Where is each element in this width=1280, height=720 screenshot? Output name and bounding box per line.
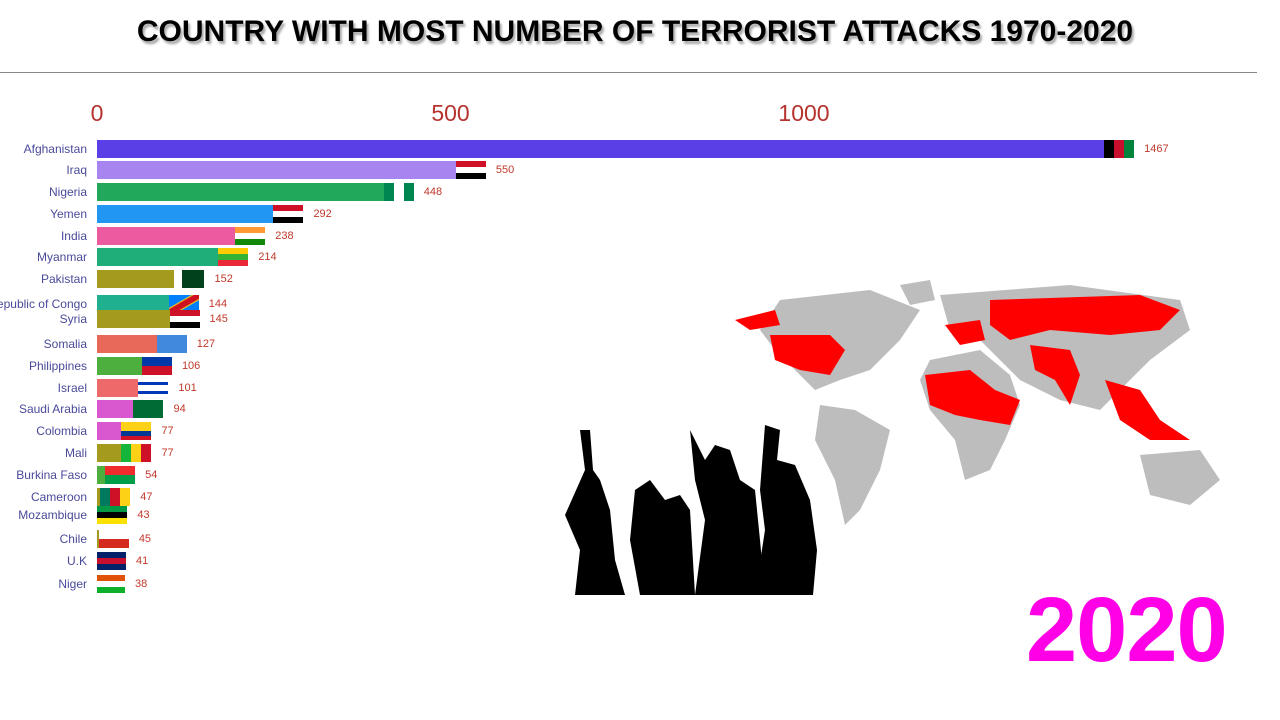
bar bbox=[97, 357, 172, 375]
value-label: 238 bbox=[275, 230, 294, 242]
country-flag-icon bbox=[138, 379, 169, 397]
value-label: 77 bbox=[161, 447, 174, 459]
value-label: 152 bbox=[214, 273, 233, 285]
country-flag-icon bbox=[174, 270, 205, 288]
chart-title: COUNTRY WITH MOST NUMBER OF TERRORIST AT… bbox=[136, 15, 1134, 48]
title-divider bbox=[0, 72, 1257, 73]
value-label: 106 bbox=[181, 360, 201, 372]
country-flag-icon bbox=[156, 335, 187, 353]
value-label: 54 bbox=[145, 469, 158, 481]
value-label: 38 bbox=[135, 578, 148, 590]
value-label: 101 bbox=[178, 382, 197, 394]
country-flag-icon bbox=[273, 205, 304, 223]
bar bbox=[97, 140, 1135, 158]
category-label: Cameroon bbox=[30, 490, 87, 504]
value-label: 43 bbox=[137, 509, 150, 521]
country-flag-icon bbox=[168, 295, 199, 313]
x-tick-label: 0 bbox=[90, 100, 104, 126]
value-label: 77 bbox=[161, 425, 174, 437]
country-flag-icon bbox=[100, 488, 131, 506]
value-label: 127 bbox=[196, 338, 216, 350]
category-label: Mali bbox=[64, 446, 87, 460]
value-label: 144 bbox=[208, 298, 228, 310]
country-flag-icon bbox=[98, 530, 129, 548]
category-label: Afghanistan bbox=[23, 142, 87, 156]
value-label: 214 bbox=[258, 251, 277, 263]
country-flag-icon bbox=[97, 575, 125, 593]
world-map-image bbox=[735, 280, 1220, 525]
category-label: U.K bbox=[66, 554, 87, 568]
category-label: Philippines bbox=[28, 359, 87, 373]
country-flag-icon bbox=[121, 444, 152, 462]
map-highlighted-countries bbox=[735, 295, 1190, 440]
bar bbox=[97, 335, 187, 353]
value-label: 292 bbox=[313, 208, 332, 220]
value-label: 448 bbox=[423, 186, 443, 198]
bar bbox=[97, 205, 304, 223]
bar bbox=[97, 422, 152, 440]
value-label: 45 bbox=[138, 533, 152, 545]
category-label: Nigeria bbox=[48, 185, 87, 199]
bar bbox=[97, 310, 200, 328]
category-label: Yemen bbox=[50, 207, 87, 221]
bar bbox=[97, 552, 126, 570]
country-flag-icon bbox=[97, 552, 126, 570]
category-label: Iraq bbox=[66, 163, 87, 177]
country-flag-icon bbox=[1104, 140, 1135, 158]
silhouette-fighters-image bbox=[565, 425, 817, 595]
bar bbox=[97, 295, 199, 313]
bar bbox=[97, 488, 131, 506]
bar bbox=[97, 530, 129, 548]
category-label: India bbox=[60, 229, 87, 243]
country-flag-icon bbox=[105, 466, 136, 484]
value-label: 47 bbox=[140, 491, 153, 503]
country-flag-icon bbox=[133, 400, 164, 418]
bar bbox=[97, 506, 128, 524]
country-flag-icon bbox=[383, 183, 414, 201]
country-flag-icon bbox=[169, 310, 200, 328]
category-label: Saudi Arabia bbox=[18, 402, 87, 416]
bar bbox=[97, 466, 136, 484]
bar bbox=[97, 575, 125, 593]
bar bbox=[97, 444, 152, 462]
country-flag-icon bbox=[455, 161, 486, 179]
x-tick-label: 500 bbox=[431, 100, 470, 126]
x-tick-label: 1000 bbox=[778, 100, 830, 126]
country-flag-icon bbox=[121, 422, 152, 440]
category-label: Myanmar bbox=[36, 250, 87, 264]
value-label: 41 bbox=[135, 555, 149, 567]
value-label: 1467 bbox=[1144, 143, 1169, 155]
category-label: Colombia bbox=[36, 424, 87, 438]
value-label: 145 bbox=[209, 313, 228, 325]
category-label: Somalia bbox=[43, 337, 87, 351]
category-label: Niger bbox=[58, 577, 87, 591]
value-label: 550 bbox=[495, 164, 515, 176]
bar bbox=[97, 227, 266, 245]
category-label: Burkina Faso bbox=[16, 468, 87, 482]
bar bbox=[97, 248, 249, 266]
category-label: Chile bbox=[59, 532, 87, 546]
bar bbox=[97, 400, 164, 418]
category-label: Syria bbox=[59, 312, 87, 326]
year-indicator: 2020 bbox=[1026, 579, 1228, 681]
category-label: Mozambique bbox=[18, 508, 87, 522]
category-label: Pakistan bbox=[40, 272, 87, 286]
bar bbox=[97, 183, 414, 201]
bar bbox=[97, 161, 486, 179]
bar bbox=[97, 270, 205, 288]
bar bbox=[97, 379, 169, 397]
value-label: 94 bbox=[173, 403, 186, 415]
country-flag-icon bbox=[97, 506, 128, 524]
category-label: Israel bbox=[57, 381, 87, 395]
country-flag-icon bbox=[218, 248, 249, 266]
category-label: Republic of Congo bbox=[0, 297, 87, 311]
country-flag-icon bbox=[141, 357, 172, 375]
country-flag-icon bbox=[235, 227, 266, 245]
